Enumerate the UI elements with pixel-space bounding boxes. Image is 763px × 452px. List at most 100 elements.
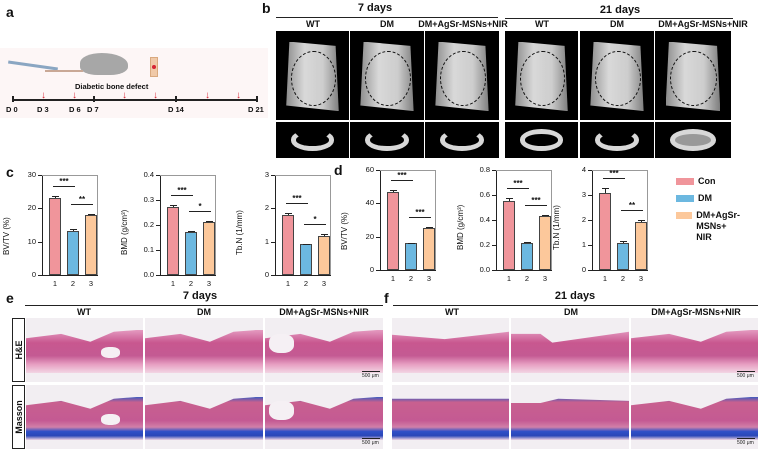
x-axis [160,275,216,276]
bar-3 [85,215,97,275]
y-tick [156,200,160,201]
x-tick-label: 2 [620,274,626,283]
error-bar [324,234,325,237]
y-tick-label: 0.3 [143,195,154,204]
day-label: D 0 [6,105,18,114]
significance-marker: *** [609,168,619,178]
y-tick [156,175,160,176]
significance-line [603,177,625,179]
bar-2 [617,242,629,270]
y-tick [588,195,592,196]
y-tick [156,225,160,226]
x-tick-label: 1 [285,279,291,288]
histology-masson-21d-dm [511,385,629,449]
y-tick [271,241,275,243]
panel-label-c: c [6,164,14,180]
error-cap [206,220,213,222]
panel-label-a: a [6,4,14,20]
group-header-treated: DM+AgSr-MSNs+NIR [658,19,748,29]
error-cap [426,227,433,229]
plot-frame [496,170,552,270]
bar-1 [282,215,294,275]
significance-line [286,203,308,205]
x-tick-label: 3 [542,274,548,283]
error-cap [321,234,328,236]
timepoint-21-days: 21 days [599,4,641,16]
error-cap [188,230,195,232]
histology-he-7d-treated: 500 μm [265,318,383,382]
ct-image-21d-treated [655,31,731,120]
y-axis [592,170,593,270]
y-tick [156,275,160,276]
bar-2 [67,230,79,275]
x-tick-label: 2 [303,279,309,288]
ct-cross-section-7d-wt [276,122,349,158]
scale-bar: 500 μm [362,373,379,379]
mouse-tail [45,70,83,72]
legend-swatch [676,195,694,202]
y-tick-label: 0 [31,270,36,279]
significance-marker: *** [531,195,541,205]
x-axis [496,270,552,271]
y-tick [376,270,380,271]
y-axis-title: Tb.N (1/mm) [235,210,244,255]
scale-bar: 500 μm [737,440,754,446]
error-cap [408,242,415,244]
y-tick-label: 2 [581,215,586,224]
y-tick [588,245,592,246]
error-cap [170,204,177,206]
y-tick [271,175,275,176]
histology-he-7d-wt [26,318,143,382]
timeline-axis [12,99,258,101]
scale-bar: 500 μm [737,373,754,379]
significance-marker: ** [628,201,636,211]
ct-image-21d-dm [580,31,654,120]
x-tick-label: 3 [426,274,432,283]
y-tick-label: 1 [581,240,586,249]
day-label: D 3 [37,105,49,114]
defect-dot [152,65,156,69]
y-tick [38,275,42,276]
group-header-treated: DM+AgSr-MSNs+NIR [651,307,741,317]
y-tick [376,170,380,171]
y-tick-label: 0.8 [479,165,490,174]
x-axis [380,270,436,271]
x-tick-label: 1 [52,279,58,288]
timepoint-21-days: 21 days [554,290,596,302]
x-tick-label: 3 [638,274,644,283]
error-cap [602,187,609,189]
panel-label-e: e [6,290,14,306]
significance-marker: ** [78,194,86,204]
ct-image-7d-treated [425,31,499,120]
bar-1 [387,191,399,270]
divider [276,17,498,18]
error-cap [542,214,549,216]
y-tick-label: 30 [27,170,36,179]
y-tick [492,245,496,246]
injection-arrow-icon: ↓ [41,90,46,101]
ct-cross-section-21d-treated [655,122,731,158]
significance-marker: *** [292,194,302,204]
injection-arrow-icon: ↓ [236,90,241,101]
group-header-wt: WT [306,19,320,29]
bar-3 [318,236,330,275]
injection-arrow-icon: ↓ [153,90,158,101]
histology-he-21d-treated: 500 μm [631,318,758,382]
histology-masson-7d-treated: 500 μm [265,385,383,449]
y-tick-label: 0.4 [479,215,490,224]
y-tick [271,275,275,276]
error-cap [620,241,627,243]
x-tick-label: 3 [88,279,94,288]
y-tick [492,220,496,221]
y-tick-label: 0 [369,265,374,274]
y-tick-label: 2 [264,203,269,213]
x-tick-label: 1 [506,274,512,283]
group-header-dm: DM [197,307,211,317]
histology-masson-21d-wt [392,385,509,449]
y-axis [42,175,43,275]
x-axis [592,270,648,271]
bar-chart-d-1: 0 20 40 60 BV/TV (%) 1 2 3 *** *** [340,165,436,283]
significance-marker: * [313,215,317,225]
group-header-dm: DM [564,307,578,317]
divider [25,305,383,306]
